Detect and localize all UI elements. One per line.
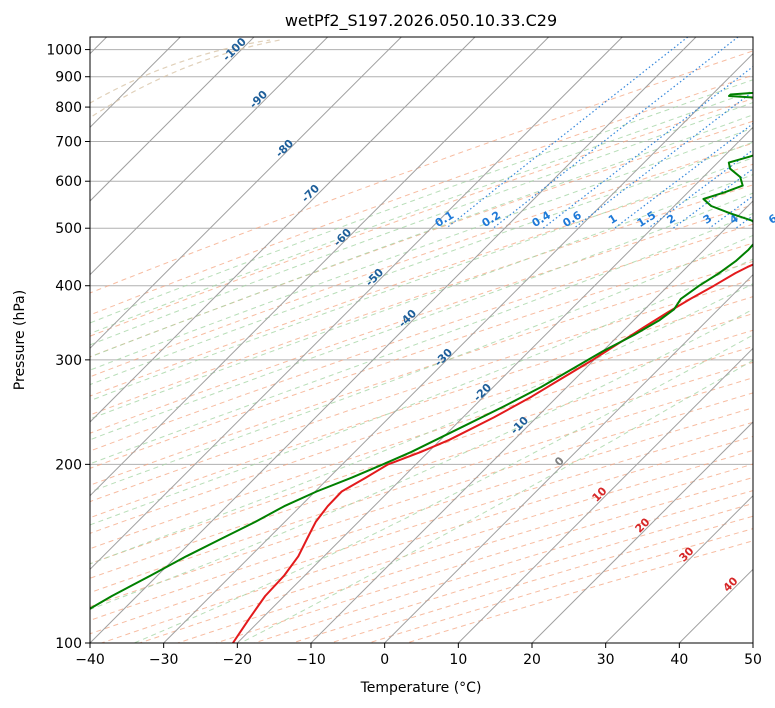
moist-adiabat-line xyxy=(90,141,753,386)
dry-adiabat-line xyxy=(90,421,753,635)
y-axis-ticks: 100 200 300 400 500 600 700 800 900 1000 xyxy=(46,43,90,652)
x-tick-label: 0 xyxy=(380,652,389,668)
x-tick-label: −10 xyxy=(296,652,326,668)
x-tick-label: −20 xyxy=(223,652,253,668)
dry-adiabat-line xyxy=(90,223,753,452)
isotherm-line xyxy=(90,37,476,423)
y-tick-label: 400 xyxy=(55,279,82,295)
moist-adiabat-line xyxy=(90,308,753,611)
moist-adiabat-line xyxy=(90,234,753,493)
moist-adiabat-line xyxy=(90,283,753,565)
isotherm-line xyxy=(90,37,255,202)
x-tick-label: −40 xyxy=(75,652,105,668)
moist-adiabat-line xyxy=(90,258,753,526)
isotherm-line xyxy=(90,37,329,276)
isotherm-line xyxy=(457,347,753,643)
y-tick-label: 300 xyxy=(55,353,82,369)
mixing-ratio-line xyxy=(672,168,753,229)
dry-adiabat-line xyxy=(90,74,753,316)
isotherm-line xyxy=(531,421,753,643)
y-tick-label: 900 xyxy=(55,70,82,86)
chart-title: wetPf2_S197.2026.050.10.33.C29 xyxy=(285,11,557,31)
x-tick-label: 50 xyxy=(744,652,762,668)
y-axis-label: Pressure (hPa) xyxy=(12,290,28,390)
x-axis-ticks: −40 −30 −20 −10 0 10 20 30 40 50 xyxy=(75,643,762,668)
profile-traces xyxy=(90,91,753,643)
mixing-ratio-line xyxy=(542,65,753,229)
x-tick-label: 10 xyxy=(449,652,467,668)
plot-frame xyxy=(89,36,754,644)
dewpoint-trace xyxy=(90,91,753,610)
temperature-trace xyxy=(232,263,753,643)
x-axis-label: Temperature (°C) xyxy=(360,680,482,696)
dry-adiabat-line xyxy=(90,98,753,337)
dry-adiabat-line xyxy=(177,463,753,643)
isotherm-line xyxy=(384,273,753,643)
dry-adiabat-line xyxy=(90,50,753,294)
isotherm-line xyxy=(90,37,697,643)
y-tick-label: 700 xyxy=(55,134,82,150)
dry-adiabat-line xyxy=(90,278,753,503)
isotherm-line xyxy=(163,52,753,643)
dry-adiabat-line xyxy=(90,142,753,378)
isotherm-line xyxy=(236,126,753,643)
dry-adiabat-line xyxy=(90,361,753,579)
dry-adiabat-line xyxy=(90,242,753,469)
dry-adiabat-line xyxy=(330,515,753,643)
background-lines xyxy=(90,37,753,643)
isotherm-line xyxy=(90,37,623,571)
dry-adiabat-line xyxy=(139,449,753,643)
y-tick-label: 600 xyxy=(55,174,82,190)
moist-adiabat-line xyxy=(240,359,753,643)
x-tick-label: −30 xyxy=(149,652,179,668)
y-tick-label: 200 xyxy=(55,457,82,473)
dry-adiabat-line xyxy=(254,490,753,643)
mixing-ratio-line xyxy=(492,37,739,229)
coordinate-arc xyxy=(90,39,271,104)
isotherm-line xyxy=(605,494,753,643)
moist-adiabat-line xyxy=(134,334,753,643)
y-tick-label: 800 xyxy=(55,100,82,116)
moist-adiabat-line xyxy=(90,101,753,346)
x-tick-label: 20 xyxy=(523,652,541,668)
dry-adiabat-line xyxy=(406,540,753,643)
y-tick-label: 100 xyxy=(55,636,82,652)
x-tick-label: 30 xyxy=(597,652,615,668)
mixing-ratio-label: 6 xyxy=(766,212,775,227)
y-tick-label: 500 xyxy=(55,221,82,237)
mixing-ratio-line xyxy=(573,90,753,229)
y-tick-label: 1000 xyxy=(46,43,82,59)
dry-adiabat-line xyxy=(90,329,753,550)
dry-adiabat-line xyxy=(90,163,753,397)
isotherm-line xyxy=(90,37,402,350)
dry-adiabat-line xyxy=(90,392,753,608)
moist-adiabat-line xyxy=(90,127,753,371)
isotherm-line xyxy=(310,200,753,643)
moist-adiabat-line xyxy=(90,114,753,358)
moist-adiabat-line xyxy=(90,90,753,335)
x-tick-label: 40 xyxy=(670,652,688,668)
isotherm-line xyxy=(90,37,550,497)
